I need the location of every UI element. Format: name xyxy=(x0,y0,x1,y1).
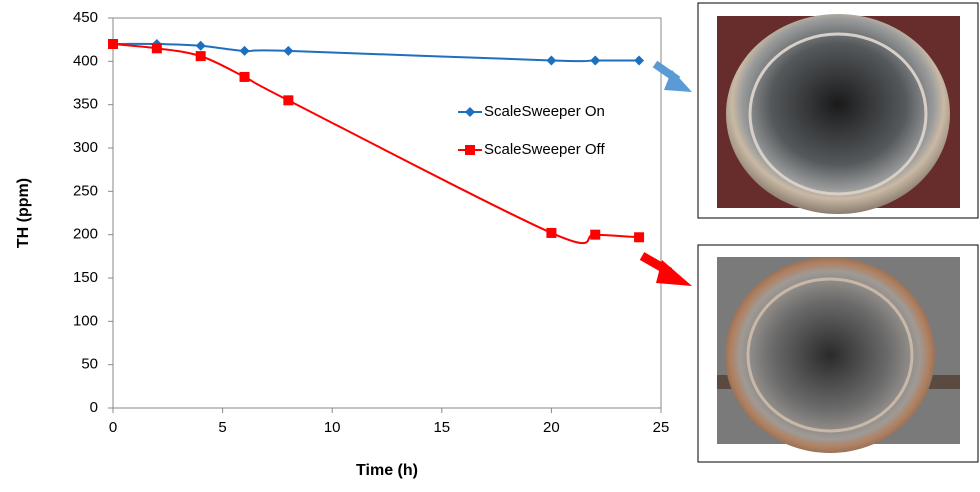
x-tick-label: 15 xyxy=(433,419,450,436)
y-tick-label: 200 xyxy=(73,226,98,243)
y-tick-label: 250 xyxy=(73,182,98,199)
x-tick-label: 20 xyxy=(543,419,560,436)
y-axis-label: TH (ppm) xyxy=(15,178,32,248)
marker xyxy=(546,55,556,65)
marker xyxy=(283,95,293,105)
marker xyxy=(590,230,600,240)
photo-on xyxy=(698,3,978,218)
legend-label: ScaleSweeper On xyxy=(484,103,605,120)
y-tick-label: 150 xyxy=(73,269,98,286)
y-tick-label: 350 xyxy=(73,96,98,113)
marker xyxy=(196,51,206,61)
x-tick-label: 10 xyxy=(324,419,341,436)
y-tick-label: 0 xyxy=(90,399,98,416)
y-tick-label: 100 xyxy=(73,312,98,329)
marker xyxy=(108,39,118,49)
legend-marker xyxy=(465,145,475,155)
x-axis-label: Time (h) xyxy=(356,462,418,479)
y-tick-label: 450 xyxy=(73,9,98,26)
figure: Time (h) TH (ppm) 0501001502002503003504… xyxy=(0,0,980,487)
legend-marker xyxy=(465,107,475,117)
plot-frame xyxy=(113,18,661,408)
y-tick-label: 300 xyxy=(73,139,98,156)
marker xyxy=(546,228,556,238)
marker xyxy=(283,46,293,56)
marker xyxy=(634,55,644,65)
marker xyxy=(634,232,644,242)
series-line xyxy=(113,44,639,61)
marker xyxy=(152,43,162,53)
y-tick-label: 50 xyxy=(81,356,98,373)
x-tick-label: 0 xyxy=(109,419,117,436)
marker xyxy=(240,46,250,56)
y-tick-label: 400 xyxy=(73,52,98,69)
photo-off xyxy=(698,245,978,462)
red-arrow xyxy=(642,256,692,286)
marker xyxy=(240,72,250,82)
x-tick-label: 25 xyxy=(653,419,670,436)
marker xyxy=(196,41,206,51)
x-tick-label: 5 xyxy=(218,419,226,436)
marker xyxy=(590,55,600,65)
legend-label: ScaleSweeper Off xyxy=(484,141,605,158)
